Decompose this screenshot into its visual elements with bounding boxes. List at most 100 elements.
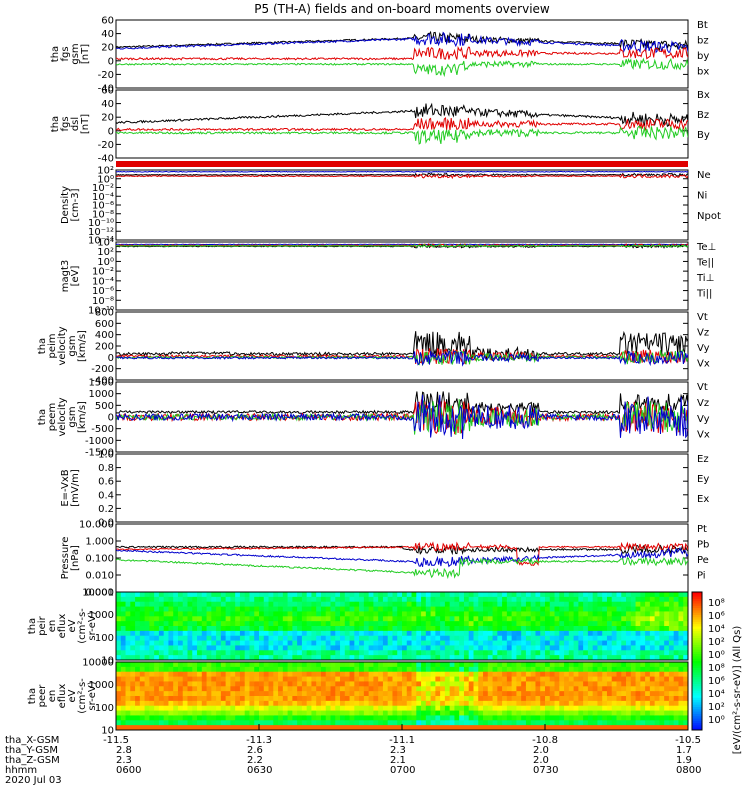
heatmap-cell (497, 681, 503, 687)
heatmap-cell (540, 616, 546, 622)
heatmap-cell (630, 681, 637, 687)
y-axis-label-line: peim (47, 333, 58, 358)
series-black (116, 544, 688, 556)
heatmap-cell (406, 700, 413, 707)
heatmap-cell (292, 630, 298, 637)
colorbar-step (692, 718, 702, 722)
heatmap-cell (559, 686, 565, 692)
heatmap-cell (521, 601, 527, 608)
heatmap-cell (230, 611, 236, 617)
heatmap-cell (182, 691, 188, 697)
heatmap-cell (649, 686, 656, 692)
heatmap-cell (301, 662, 308, 668)
heatmap-cell (459, 691, 465, 697)
heatmap-cell (216, 645, 222, 651)
heatmap-cell (635, 601, 641, 608)
legend-blue: Vx (697, 358, 710, 369)
heatmap-cell (506, 606, 513, 612)
heatmap-cell (545, 606, 551, 612)
heatmap-cell (316, 626, 322, 632)
heatmap-cell (668, 601, 675, 608)
heatmap-cell (220, 681, 227, 687)
heatmap-cell (135, 606, 141, 612)
heatmap-cell (463, 671, 470, 678)
heatmap-cell (330, 601, 336, 608)
heatmap-cell (330, 686, 336, 692)
heatmap-cell (335, 686, 341, 692)
heatmap-cell (282, 640, 289, 646)
heatmap-cell (640, 635, 646, 642)
heatmap-cell (640, 691, 646, 697)
heatmap-cell (597, 626, 603, 632)
heatmap-cell (263, 650, 270, 656)
heatmap-cell (525, 686, 532, 692)
heatmap-cell (559, 606, 565, 612)
heatmap-cell (449, 650, 455, 656)
heatmap-cell (416, 676, 422, 682)
heatmap-cell (192, 696, 198, 702)
x-tick-label: -11.1 (389, 735, 415, 746)
heatmap-cell (273, 592, 279, 598)
heatmap-cell (135, 616, 141, 622)
heatmap-cell (659, 596, 665, 603)
heatmap-cell (182, 666, 188, 673)
heatmap-cell (502, 662, 508, 668)
heatmap-cell (678, 720, 684, 726)
heatmap-cell (311, 686, 317, 692)
heatmap-cell (530, 616, 536, 622)
heatmap-cell (649, 700, 656, 707)
heatmap-cell (630, 720, 637, 726)
heatmap-cell (206, 621, 212, 627)
heatmap-cell (425, 696, 432, 702)
heatmap-cell (311, 621, 317, 627)
heatmap-cell (402, 662, 408, 668)
heatmap-cell (459, 606, 465, 612)
series-blue (116, 546, 688, 568)
heatmap-cell (416, 645, 422, 651)
heatmap-cell (387, 720, 393, 726)
heatmap-cell (411, 645, 417, 651)
heatmap-cell (440, 686, 446, 692)
heatmap-cell (616, 596, 622, 603)
heatmap-cell (678, 596, 684, 603)
heatmap-cell (373, 611, 379, 617)
heatmap-cell (306, 630, 312, 637)
heatmap-cell (378, 715, 384, 721)
heatmap-cell (349, 710, 355, 716)
heatmap-cell (158, 676, 165, 682)
heatmap-cell (330, 592, 336, 598)
heatmap-cell (144, 725, 150, 731)
y-tick-label: -1000 (85, 436, 114, 447)
heatmap-cell (335, 596, 341, 603)
heatmap-cell (630, 645, 637, 651)
heatmap-cell (135, 596, 141, 603)
heatmap-cell (630, 700, 637, 707)
heatmap-cell (244, 616, 250, 622)
heatmap-cell (197, 630, 203, 637)
heatmap-cell (301, 621, 308, 627)
heatmap-cell (273, 645, 279, 651)
heatmap-cell (311, 676, 317, 682)
heatmap-cell (287, 611, 293, 617)
heatmap-cell (120, 671, 127, 678)
heatmap-cell (611, 710, 617, 716)
heatmap-cell (425, 606, 432, 612)
heatmap-cell (444, 715, 451, 721)
heatmap-cell (473, 666, 479, 673)
heatmap-cell (306, 606, 312, 612)
heatmap-cell (197, 626, 203, 632)
x-row-label: tha_X-GSM (5, 735, 59, 746)
heatmap-cell (654, 686, 660, 692)
heatmap-cell (654, 616, 660, 622)
heatmap-cell (268, 725, 274, 731)
heatmap-cell (497, 645, 503, 651)
heatmap-cell (301, 630, 308, 637)
heatmap-cell (287, 592, 293, 598)
heatmap-cell (463, 611, 470, 617)
heatmap-cell (335, 700, 341, 707)
heatmap-cell (297, 676, 303, 682)
heatmap-cell (173, 700, 179, 707)
heatmap-cell (587, 700, 594, 707)
heatmap-cell (554, 626, 560, 632)
